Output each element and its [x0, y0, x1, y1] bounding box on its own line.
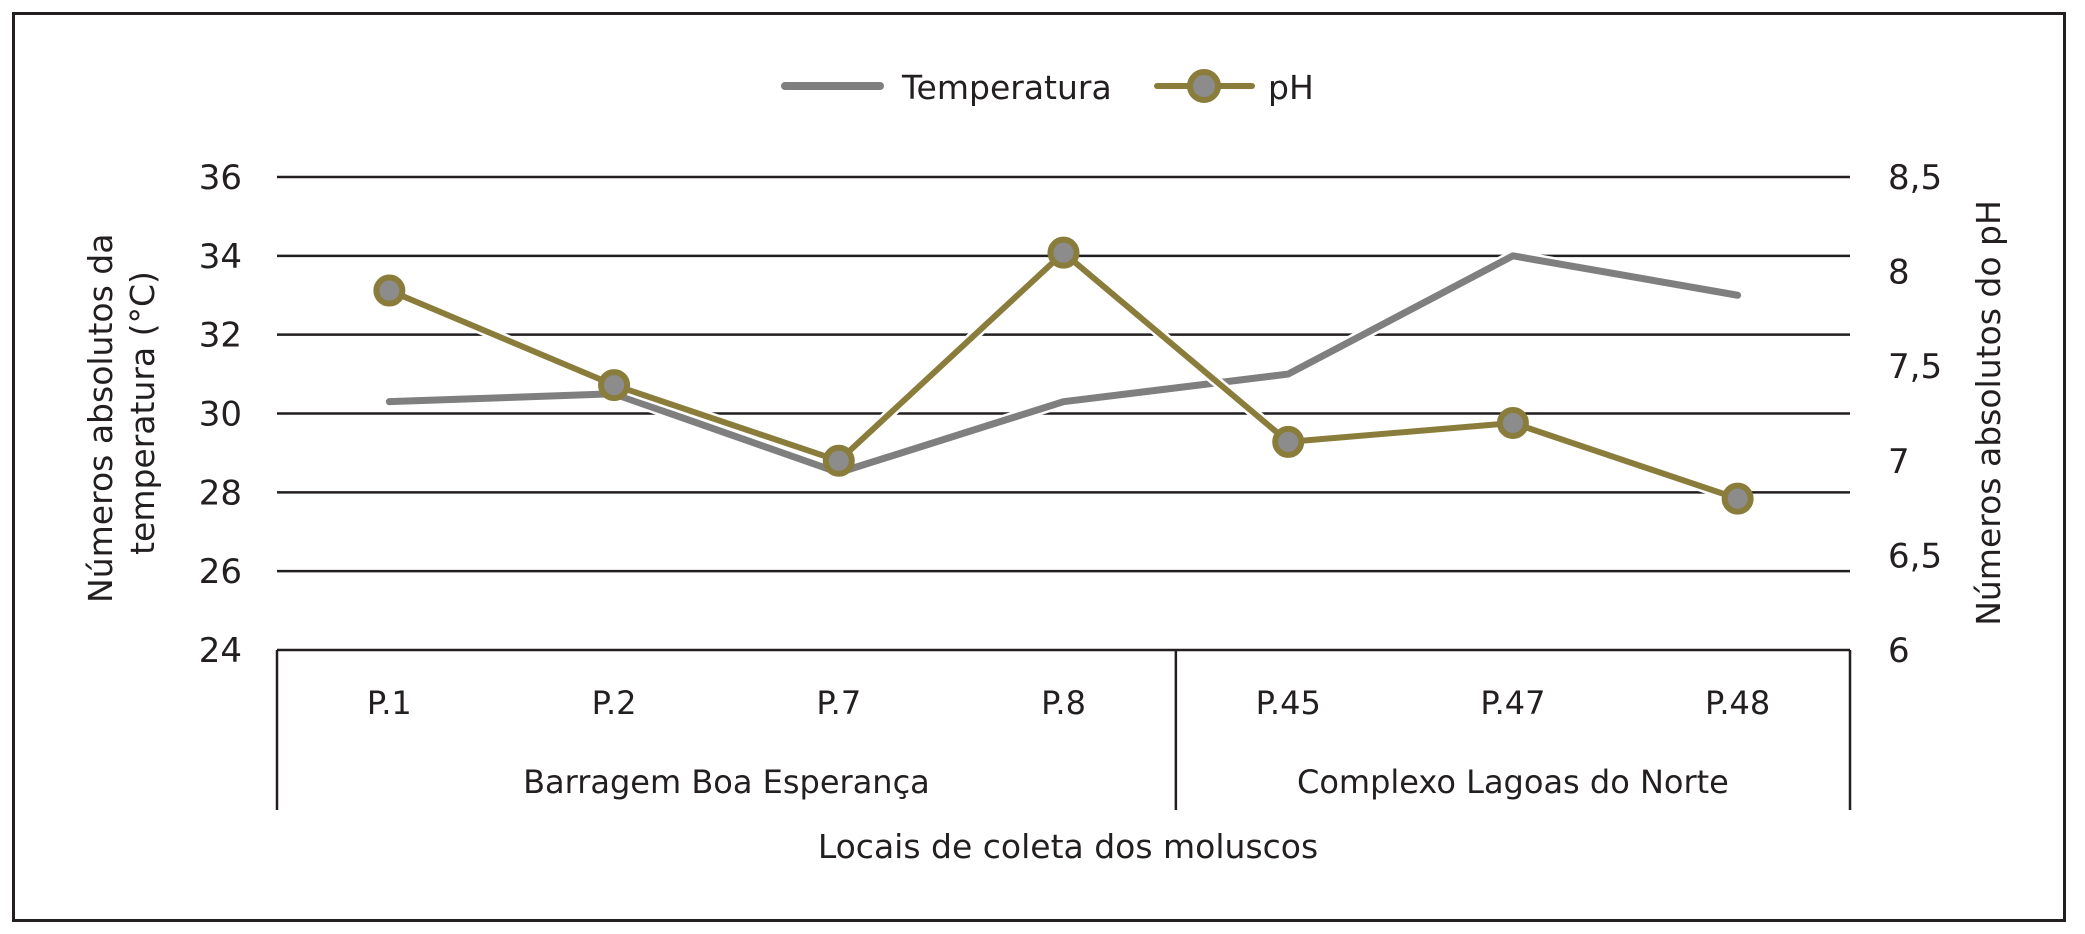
gridlines [277, 175, 1850, 573]
left-axis-ticks: 24 26 28 30 32 34 36 [199, 158, 242, 671]
right-axis-ticks: 6 6,5 7 7,5 8 8,5 [1888, 158, 1942, 671]
left-tick-label: 28 [199, 473, 242, 513]
right-tick-label: 7,5 [1888, 347, 1942, 387]
ph-point [1047, 236, 1080, 269]
ph-point [1721, 482, 1754, 515]
ph-point [822, 444, 855, 477]
group-label: Barragem Boa Esperança [523, 763, 930, 801]
x-axis-title: Locais de coleta dos moluscos [818, 827, 1318, 866]
category-label: P.45 [1256, 684, 1321, 722]
temperature-series [385, 249, 1742, 479]
left-tick-label: 32 [199, 316, 242, 356]
temperature-line [385, 252, 1742, 477]
right-tick-label: 6 [1888, 631, 1910, 671]
right-tick-label: 7 [1888, 442, 1910, 482]
ph-line [388, 249, 1739, 502]
temperature-line-halo [389, 249, 1739, 479]
right-tick-label: 8 [1888, 253, 1910, 293]
temperature-point [1062, 400, 1065, 403]
ph-series [373, 236, 1754, 515]
right-tick-label: 8,5 [1888, 158, 1942, 198]
right-tick-label: 6,5 [1888, 536, 1942, 576]
left-tick-label: 24 [199, 631, 242, 671]
category-label: P.47 [1480, 684, 1545, 722]
chart-frame [12, 12, 2066, 922]
category-label: P.8 [1041, 684, 1086, 722]
category-axis: Barragem Boa Esperança Complexo Lagoas do… [275, 648, 1852, 810]
legend-temperature-label: Temperatura [901, 68, 1112, 107]
temperature-point [1511, 254, 1514, 257]
ph-point [373, 274, 406, 307]
temperature-point [388, 400, 391, 403]
category-label: P.48 [1705, 684, 1770, 722]
ph-point [1272, 425, 1305, 458]
ph-point [598, 369, 631, 402]
temperature-point [1736, 294, 1739, 297]
left-tick-label: 30 [199, 395, 242, 435]
left-tick-label: 26 [199, 552, 242, 592]
left-tick-label: 36 [199, 158, 242, 198]
category-label: P.1 [367, 684, 412, 722]
right-axis-title: Números absolutos do pH [1969, 200, 2008, 626]
legend: Temperatura pH [781, 68, 1314, 107]
group-label: Complexo Lagoas do Norte [1297, 763, 1729, 801]
left-axis-title: Números absolutos da temperatura (°C) [81, 223, 162, 603]
category-label: P.2 [592, 684, 637, 722]
temperature-point [1287, 373, 1290, 376]
left-tick-label: 34 [199, 237, 242, 277]
legend-ph-label: pH [1268, 68, 1314, 107]
category-label: P.7 [816, 684, 861, 722]
ph-point [1496, 406, 1529, 439]
legend-ph-marker [1187, 69, 1221, 103]
